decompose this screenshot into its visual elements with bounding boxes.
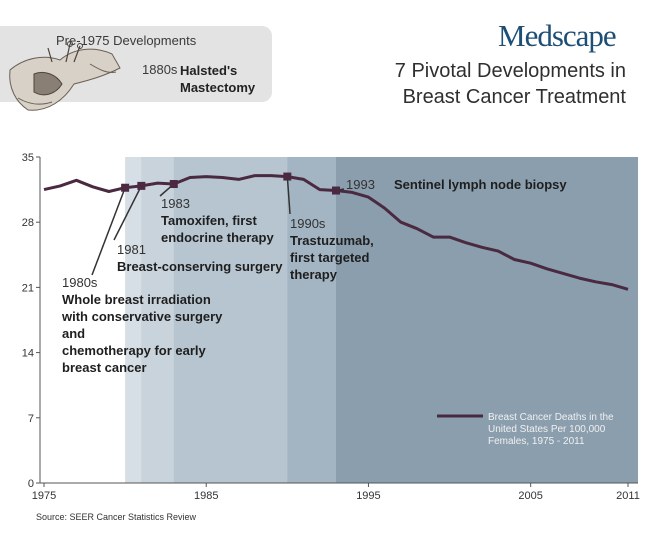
y-tick-label: 0 [28,478,34,490]
chart-title: 7 Pivotal Developments in Breast Cancer … [326,58,626,110]
annotation-year-1980s: 1980s [62,275,98,290]
annotation-year-1993: 1993 [346,177,375,192]
annotation-marker-1990s [283,172,292,181]
pre-1975-year: 1880s [142,62,178,77]
annotation-leader-1980s [91,187,126,276]
annotation-leader-1990s [286,176,291,215]
annotation-label-1981: Breast-conserving surgery [117,259,283,274]
y-tick-label: 28 [22,217,34,229]
annotation-label-1990s: therapy [290,267,338,282]
annotation-leader-1981 [113,185,143,241]
x-tick-label: 2011 [616,490,640,502]
x-tick-label: 1995 [356,490,380,502]
chart-title-line-2: Breast Cancer Treatment [402,86,626,108]
x-tick-label: 1975 [32,490,56,502]
annotation-label-1980s: chemotherapy for early [62,343,207,358]
surgery-illustration-icon [9,41,121,111]
annotation-label-1983: endocrine therapy [161,230,274,245]
annotation-label-1980s: Whole breast irradiation [62,292,211,307]
y-tick-label: 21 [22,282,34,294]
y-tick-label: 7 [28,413,34,425]
legend-label: United States Per 100,000 [488,424,606,435]
chart-axes: 0 7 14 21 28 35 1975 1985 1995 2005 2011 [22,152,640,502]
annotation-marker-1980s [121,183,130,192]
annotation-label-1993: Sentinel lymph node biopsy [394,177,567,192]
logo-text: Medscape [498,18,617,53]
pre-1975-title: Pre-1975 Developments [56,33,197,48]
source-note: Source: SEER Cancer Statistics Review [36,512,197,522]
x-tick-label: 2005 [518,490,542,502]
annotation-year-1990s: 1990s [290,216,326,231]
annotation-label-1983: Tamoxifen, first [161,213,258,228]
pre-1975-event: Halsted's Mastectomy [180,63,256,95]
annotation-label-1980s: with conservative surgery [61,309,223,324]
annotation-label-1980s: and [62,326,85,341]
y-tick-label: 14 [22,348,34,360]
x-tick-label: 1985 [194,490,218,502]
annotation-label-1980s: breast cancer [62,360,147,375]
annotation-marker-1981 [137,181,146,190]
annotation-marker-1993 [332,186,340,195]
annotation-label-1990s: Trastuzumab, [290,233,374,248]
annotation-marker-1983 [169,180,178,189]
legend-label: Breast Cancer Deaths in the [488,412,614,423]
annotation-year-1981: 1981 [117,242,146,257]
annotations-layer: 1980s Whole breast irradiation with conser… [61,172,567,375]
legend-label: Females, 1975 - 2011 [488,436,585,447]
annotation-year-1983: 1983 [161,196,190,211]
annotation-label-1990s: first targeted [290,250,370,265]
medscape-logo: Medscape [498,18,617,54]
y-tick-label: 35 [22,152,34,164]
chart-title-line-1: 7 Pivotal Developments in [394,60,626,82]
